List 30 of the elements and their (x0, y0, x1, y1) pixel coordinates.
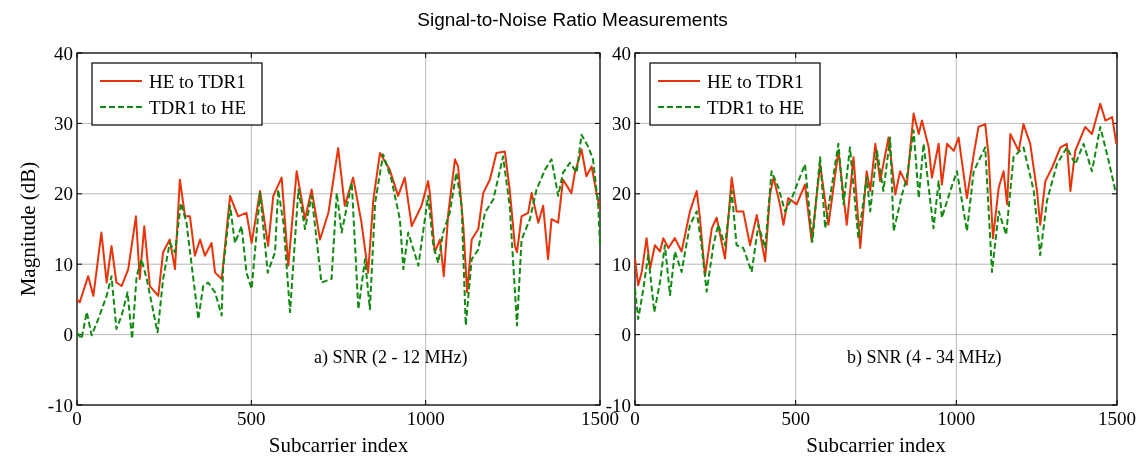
y-tick-label: 30 (54, 113, 73, 135)
annotation: b) SNR (4 - 34 MHz) (846, 347, 1002, 368)
y-tick-label: 40 (54, 42, 73, 64)
x-axis-title: Subcarrier index (268, 433, 409, 457)
y-tick-label: 20 (612, 183, 631, 205)
y-tick-label: 10 (54, 253, 73, 275)
x-axis-title: Subcarrier index (806, 433, 947, 457)
y-tick-label: 10 (612, 253, 631, 275)
y-tick-label: 40 (612, 42, 631, 64)
annotation: a) SNR (2 - 12 MHz) (314, 347, 468, 368)
line-series (634, 102, 1118, 287)
legend-label: TDR1 to HE (707, 96, 805, 118)
y-axis-title: Magnitude (dB) (16, 161, 40, 297)
x-tick-label: 500 (781, 408, 810, 429)
x-tick-label: 1000 (406, 408, 445, 429)
line-series (76, 133, 601, 340)
line-series (634, 125, 1117, 321)
legend-label: TDR1 to HE (149, 96, 247, 118)
x-tick-label: 1500 (1098, 408, 1136, 429)
y-tick-label: 0 (621, 324, 631, 346)
y-tick-label: -10 (47, 394, 73, 416)
x-tick-label: 500 (237, 408, 266, 429)
legend-label: HE to TDR1 (149, 70, 246, 92)
y-tick-label: 20 (54, 183, 73, 205)
line-series (76, 147, 601, 304)
x-tick-label: 1000 (937, 408, 976, 429)
chart-title: Signal-to-Noise Ratio Measurements (417, 9, 728, 30)
y-tick-label: 0 (63, 324, 73, 346)
legend-label: HE to TDR1 (707, 70, 804, 92)
y-tick-label: 30 (612, 113, 631, 135)
